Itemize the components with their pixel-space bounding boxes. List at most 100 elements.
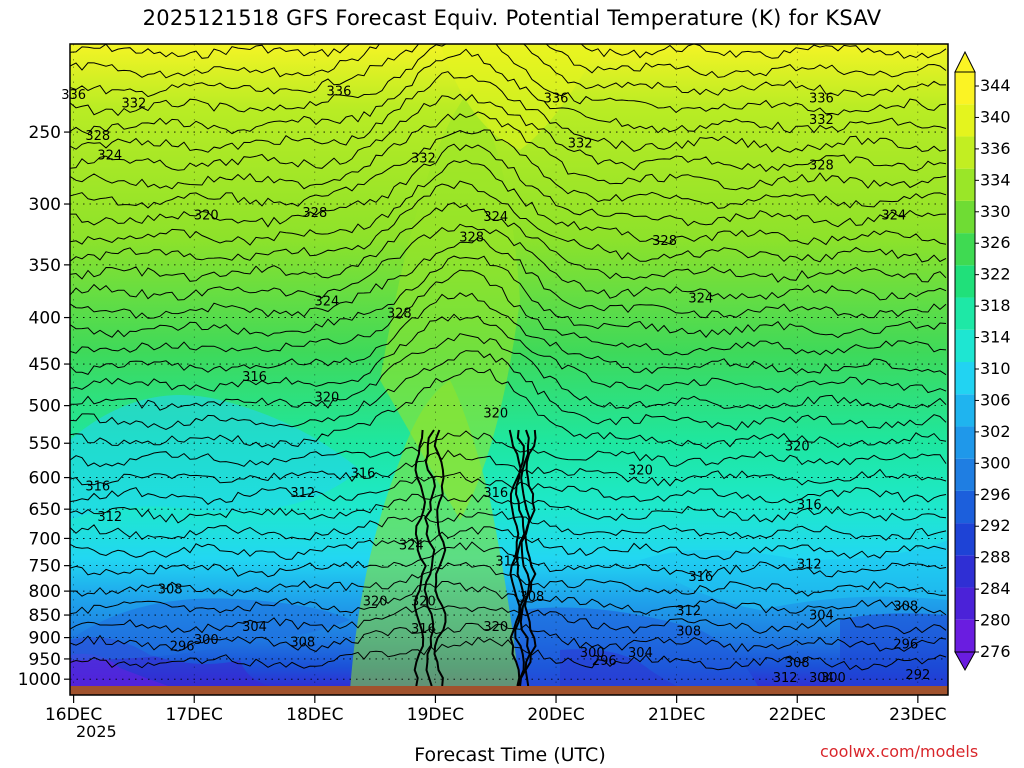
contour-value-label: 308	[520, 590, 545, 605]
contour-line	[70, 143, 947, 228]
contour-value-label: 316	[688, 570, 713, 585]
contour-value-label: 320	[483, 620, 508, 635]
contour-value-label: 328	[459, 231, 484, 246]
contour-line	[70, 622, 947, 653]
colorbar-swatch	[955, 490, 975, 524]
contour-line	[70, 237, 947, 319]
contour-line	[70, 44, 947, 79]
contour-value-label: 304	[809, 609, 834, 624]
contour-value-label: 320	[483, 406, 508, 421]
contour-line	[70, 605, 947, 635]
contour-value-label: 292	[905, 668, 930, 683]
contour-value-label: 324	[881, 209, 906, 224]
colorbar-label: 280	[980, 611, 1011, 630]
contour-line	[70, 493, 947, 524]
contour-value-label: 304	[809, 671, 834, 686]
x-tick-label: 16DEC	[45, 705, 102, 725]
x-axis-title: Forecast Time (UTC)	[414, 744, 606, 766]
contour-value-label: 320	[785, 439, 810, 454]
contour-line	[70, 449, 947, 487]
colorbar-swatch	[955, 587, 975, 620]
colorbar-swatch	[955, 394, 975, 427]
colorbar-swatch	[955, 523, 975, 556]
y-tick-label: 250	[29, 123, 61, 143]
credit-link[interactable]: coolwx.com/models	[820, 742, 979, 761]
colorbar-swatch	[955, 362, 975, 395]
colorbar-label: 296	[980, 485, 1011, 504]
contour-value-label: 332	[122, 97, 147, 112]
contour-value-label: 308	[893, 599, 918, 614]
contour-value-label: 328	[809, 159, 834, 174]
contour-value-label: 312	[97, 510, 122, 525]
contour-value-label: 320	[194, 209, 219, 224]
contour-value-label: 320	[411, 595, 436, 610]
colorbar-label: 302	[980, 422, 1011, 441]
plot-frame	[69, 43, 949, 696]
contour-value-label: 316	[242, 370, 267, 385]
contour-value-label: 300	[580, 646, 605, 661]
contour-value-label: 336	[809, 92, 834, 107]
convective-contour	[519, 429, 531, 687]
contour-value-label: 324	[483, 210, 508, 225]
contour-value-label: 312	[676, 604, 701, 619]
contour-line	[70, 510, 947, 541]
contour-value-label: 308	[290, 635, 315, 650]
contour-line	[70, 44, 947, 59]
contour-value-label: 332	[411, 151, 436, 166]
contour-value-label: 304	[628, 646, 653, 661]
colorbar-swatch	[955, 265, 975, 298]
colorbar-label: 276	[980, 642, 1011, 661]
contour-value-label: 316	[797, 498, 822, 513]
contour-value-label: 328	[85, 129, 110, 144]
contour-value-label: 312	[495, 555, 520, 570]
y-tick-label: 550	[29, 434, 61, 454]
colorbar-label: 344	[980, 76, 1011, 95]
contour-value-label: 328	[302, 206, 327, 221]
x-axis: 16DEC 17DEC 18DEC 19DEC 20DEC 21DEC 22DEC 23DEC	[45, 695, 947, 725]
y-tick-label: 750	[29, 557, 61, 577]
x-axis-year-label: 2025	[76, 722, 117, 741]
contour-value-label: 320	[628, 463, 653, 478]
colorbar-swatch	[955, 458, 975, 491]
colorbar-bottom-arrow	[954, 651, 976, 672]
convective-contour	[413, 429, 427, 687]
colorbar-swatch	[955, 200, 975, 234]
x-tick-label: 22DEC	[769, 705, 826, 725]
contour-value-label: 324	[399, 539, 424, 554]
contour-line	[70, 636, 947, 671]
y-tick-label: 400	[29, 309, 61, 329]
colorbar-label: 310	[980, 359, 1011, 378]
contour-line	[70, 255, 947, 339]
contour-value-label: 324	[314, 295, 339, 310]
coldest-core	[70, 653, 172, 687]
contour-labels: 336 332 336 336 336 332 328 324 332 332 328 320 328 3…	[61, 85, 930, 686]
contour-value-label: 316	[483, 486, 508, 501]
contour-line	[70, 223, 947, 301]
contour-value-label: 312	[797, 557, 822, 572]
contour-value-label: 312	[773, 671, 798, 686]
contour-value-label: 308	[785, 656, 810, 671]
colorbar-swatch	[955, 329, 975, 362]
contour-line	[70, 471, 947, 505]
contour-value-label: 312	[290, 486, 315, 501]
colorbar-top-arrow	[954, 50, 976, 73]
y-tick-label: 700	[29, 529, 61, 549]
contour-value-label: 296	[592, 654, 617, 669]
contour-line	[70, 48, 947, 135]
x-tick-label: 19DEC	[407, 705, 464, 725]
contour-line	[70, 526, 947, 561]
colorbar-swatch	[955, 426, 975, 459]
colorbar-label: 314	[980, 328, 1011, 347]
colorbar-label: 340	[980, 107, 1011, 126]
contour-value-label: 300	[821, 671, 846, 686]
contour-line	[70, 269, 947, 356]
convective-contour	[514, 429, 526, 687]
y-tick-label: 350	[29, 256, 61, 276]
contour-value-label: 320	[363, 595, 388, 610]
colorbar-label: 288	[980, 548, 1011, 567]
cold-pool-mid	[560, 649, 680, 687]
convective-contour	[524, 429, 537, 687]
colorbar-label: 322	[980, 265, 1011, 284]
y-tick-label: 900	[29, 629, 61, 649]
colorbar-swatch	[955, 168, 975, 201]
